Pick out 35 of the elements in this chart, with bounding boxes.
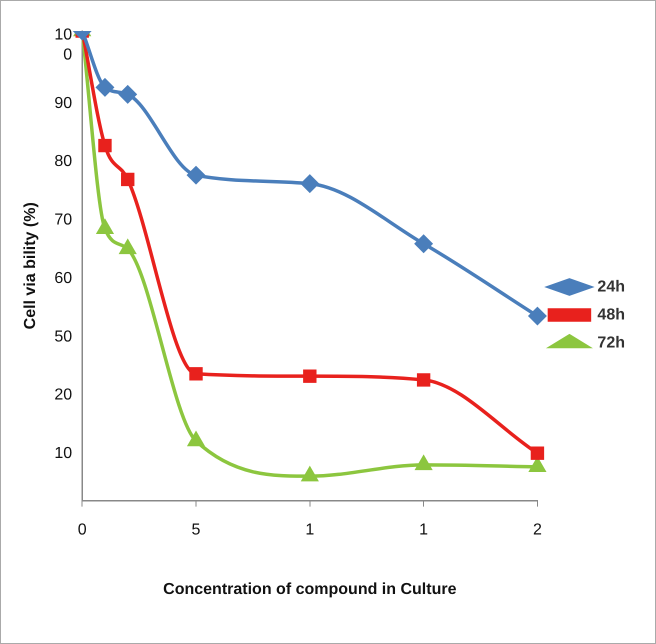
- point: [187, 166, 205, 184]
- text: 60: [54, 270, 72, 287]
- point: [121, 172, 134, 186]
- point: [96, 78, 114, 96]
- point: [302, 467, 318, 482]
- point: [530, 446, 544, 460]
- x-tick-label: 5: [192, 522, 201, 539]
- legend-label: 48h: [597, 306, 626, 324]
- text: 10: [54, 445, 72, 462]
- legend-label: 72h: [597, 334, 626, 352]
- point: [301, 174, 319, 192]
- text: 80: [54, 153, 72, 170]
- point: [414, 234, 432, 252]
- text: 50: [54, 328, 72, 346]
- point: [120, 240, 136, 254]
- x-axis-title: Concentration of compound in Culture: [163, 580, 457, 598]
- x-tick-label: 0: [78, 522, 87, 539]
- point: [189, 367, 203, 381]
- point: [416, 456, 432, 470]
- x-tick-label: 2: [532, 522, 542, 539]
- text: 90: [54, 94, 72, 112]
- point: [118, 86, 136, 104]
- point: [530, 458, 546, 472]
- x-tick-label: 1: [305, 522, 314, 539]
- point: [188, 432, 204, 446]
- point: [528, 307, 546, 325]
- point: [303, 369, 317, 383]
- text: 20: [54, 386, 72, 404]
- point: [416, 373, 430, 387]
- y-axis-title: Cell via bility (%): [22, 202, 40, 330]
- legend-label: 24h: [597, 278, 626, 296]
- x-tick-label: 1: [419, 522, 428, 539]
- text: 10 0: [54, 26, 72, 64]
- point: [98, 138, 112, 152]
- text: 70: [54, 212, 72, 229]
